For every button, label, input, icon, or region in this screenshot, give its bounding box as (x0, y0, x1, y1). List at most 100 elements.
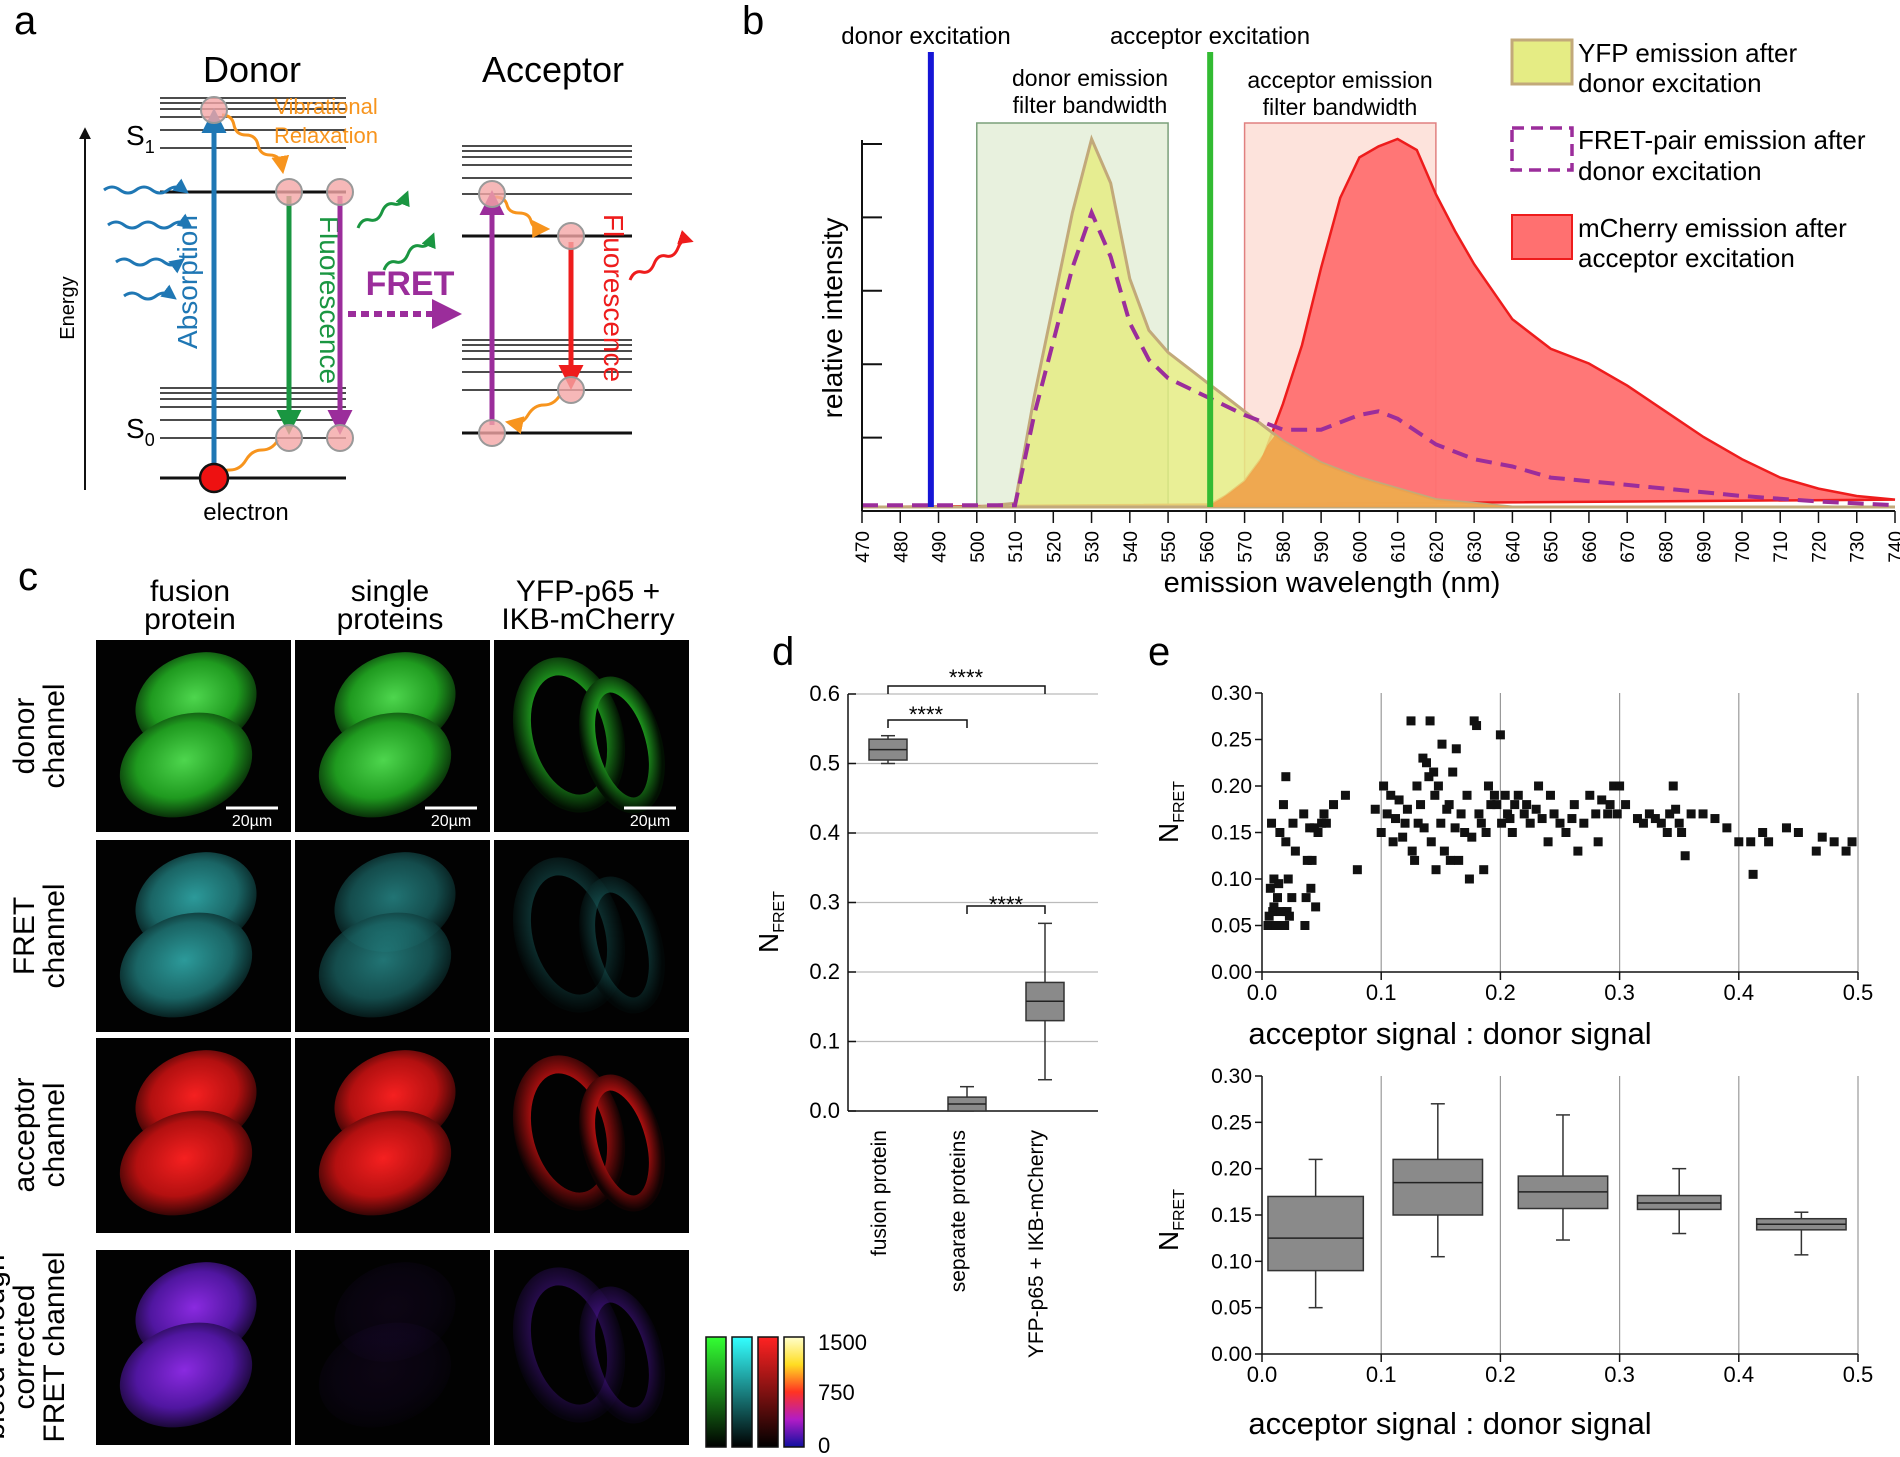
x-tick-label: 560 (1197, 531, 1218, 563)
spectrum-ylabel: relative intensity (817, 218, 848, 419)
colorbar-tick-max: 1500 (818, 1330, 867, 1355)
donor-filter-label-line2: filter bandwidth (1013, 92, 1168, 118)
x-tick-label: 620 (1427, 531, 1448, 563)
colorbar-green (705, 1336, 727, 1448)
scatter-point (1686, 809, 1696, 819)
scatter-point (1531, 804, 1541, 814)
s1-label: S1 (126, 120, 155, 157)
micrograph-r1-c2 (494, 840, 689, 1032)
x-tick-label: 590 (1312, 531, 1333, 563)
scatter-point (1522, 800, 1532, 810)
x-tick-label: 680 (1656, 531, 1677, 563)
y-tick-label: 0.05 (1211, 1297, 1252, 1320)
scatter-point (1467, 832, 1477, 842)
micrograph-r0-c2: 20µm (494, 640, 689, 832)
absorption-photon-waves (103, 178, 193, 301)
scatter-point (1302, 855, 1312, 865)
scatter-point (1474, 809, 1484, 819)
y-tick-label: 0.00 (1211, 1343, 1252, 1366)
scatter-point (1442, 804, 1452, 814)
scale-bar-label: 20µm (431, 813, 471, 830)
panel-letter-d: d (772, 630, 794, 674)
scatter-point (1638, 818, 1648, 828)
panel-letter-e: e (1148, 630, 1170, 674)
row-label-2-line-0: acceptor (8, 1077, 41, 1192)
scatter-point (1313, 828, 1323, 837)
x-tick-label: 730 (1848, 531, 1869, 563)
row-label-0-line-0: donor (8, 698, 41, 775)
scatter-point (1758, 828, 1768, 837)
panel-e-scatter-xlabel: acceptor signal : donor signal (1248, 1016, 1651, 1051)
scatter-point (1281, 837, 1291, 847)
category-label: fusion protein (868, 1130, 891, 1256)
scatter-point (1615, 781, 1625, 791)
x-tick-label: 630 (1465, 531, 1486, 563)
scatter-point (1319, 809, 1329, 819)
x-tick-label: 0.2 (1485, 1362, 1516, 1387)
scatter-point (1505, 814, 1515, 824)
legend-yfp-line2: donor excitation (1578, 68, 1762, 98)
significance-bracket (966, 905, 1046, 914)
spectrum-curves (861, 134, 1896, 509)
scatter-point (1329, 800, 1339, 810)
scatter-point (1412, 781, 1422, 791)
micrograph-grid: 20µm 20µm 20µm (96, 640, 689, 1445)
y-tick-label: 0.30 (1211, 1065, 1252, 1088)
scatter-point (1388, 837, 1398, 847)
scatter-point (1264, 911, 1274, 921)
x-tick-label: 670 (1618, 531, 1639, 563)
x-tick-label: 610 (1389, 531, 1410, 563)
panel-a-jablonski-diagram: Donor Acceptor Energy S1 S0 (57, 49, 694, 526)
scatter-point (1644, 809, 1654, 819)
scatter-point (1593, 837, 1603, 847)
scatter-point (1421, 758, 1431, 768)
x-tick-label: 0.4 (1724, 1362, 1755, 1387)
scatter-point (1609, 781, 1619, 791)
nfret-binned-boxplot: 0.0 0.1 0.2 0.3 0.4 0.5 0.00 0.05 0.10 0.15 0.20 0.… (1211, 1065, 1873, 1387)
col-header-yfp-line1: YFP-p65 + (516, 575, 660, 608)
scatter-point (1748, 869, 1758, 879)
spectrum-axes: 470 480 490 500 510 520 530 540 550 560 570 580 590 6… (853, 140, 1900, 563)
micrograph-r2-c1 (295, 1038, 490, 1233)
scatter-point (1561, 828, 1571, 837)
panel-letter-b: b (742, 0, 764, 43)
legend-swatch-fret (1510, 126, 1574, 172)
acceptor-emission-wave (628, 230, 694, 281)
acceptor-title: Acceptor (482, 49, 624, 90)
cell-ring-right (579, 676, 665, 814)
cell-ring-right (579, 1286, 665, 1424)
scatter-point (1267, 818, 1277, 828)
x-tick-label: 640 (1503, 531, 1524, 563)
scatter-point (1497, 818, 1507, 828)
scatter-point (1284, 911, 1294, 921)
scatter-point (1591, 809, 1601, 819)
col-header-fusion-line2: protein (144, 603, 236, 636)
scatter-point (1829, 837, 1839, 847)
scatter-point (1841, 846, 1851, 856)
legend-mcherry-line2: acceptor excitation (1578, 243, 1795, 273)
scatter-point (1306, 883, 1316, 893)
micrograph-r2-c0 (96, 1038, 291, 1233)
x-tick-label: 0.0 (1247, 1362, 1278, 1387)
scatter-point (1476, 818, 1486, 828)
scatter-point (1503, 809, 1513, 819)
row-label-0-line-1: channel (38, 683, 71, 788)
cell-lower (119, 1322, 253, 1428)
scatter-point (1811, 846, 1821, 856)
cell-lower (318, 912, 452, 1018)
scatter-point (1662, 828, 1672, 837)
box (1392, 1158, 1484, 1216)
excitation-lines (927, 52, 1214, 507)
y-tick-label: 0.10 (1211, 1250, 1252, 1273)
scatter-point (1283, 874, 1293, 884)
mcherry-emission-area (861, 137, 1896, 509)
micrograph-r3-c2 (494, 1250, 689, 1445)
significance-2: **** (909, 702, 944, 727)
scatter-point (1479, 865, 1489, 875)
cell-ring-left (512, 1055, 626, 1211)
y-tick-label: 0.5 (809, 751, 840, 776)
y-tick-label: 0.30 (1211, 682, 1252, 705)
scatter-point (1426, 837, 1436, 847)
scatter-point (1287, 893, 1297, 903)
scatter-point (1746, 837, 1756, 847)
